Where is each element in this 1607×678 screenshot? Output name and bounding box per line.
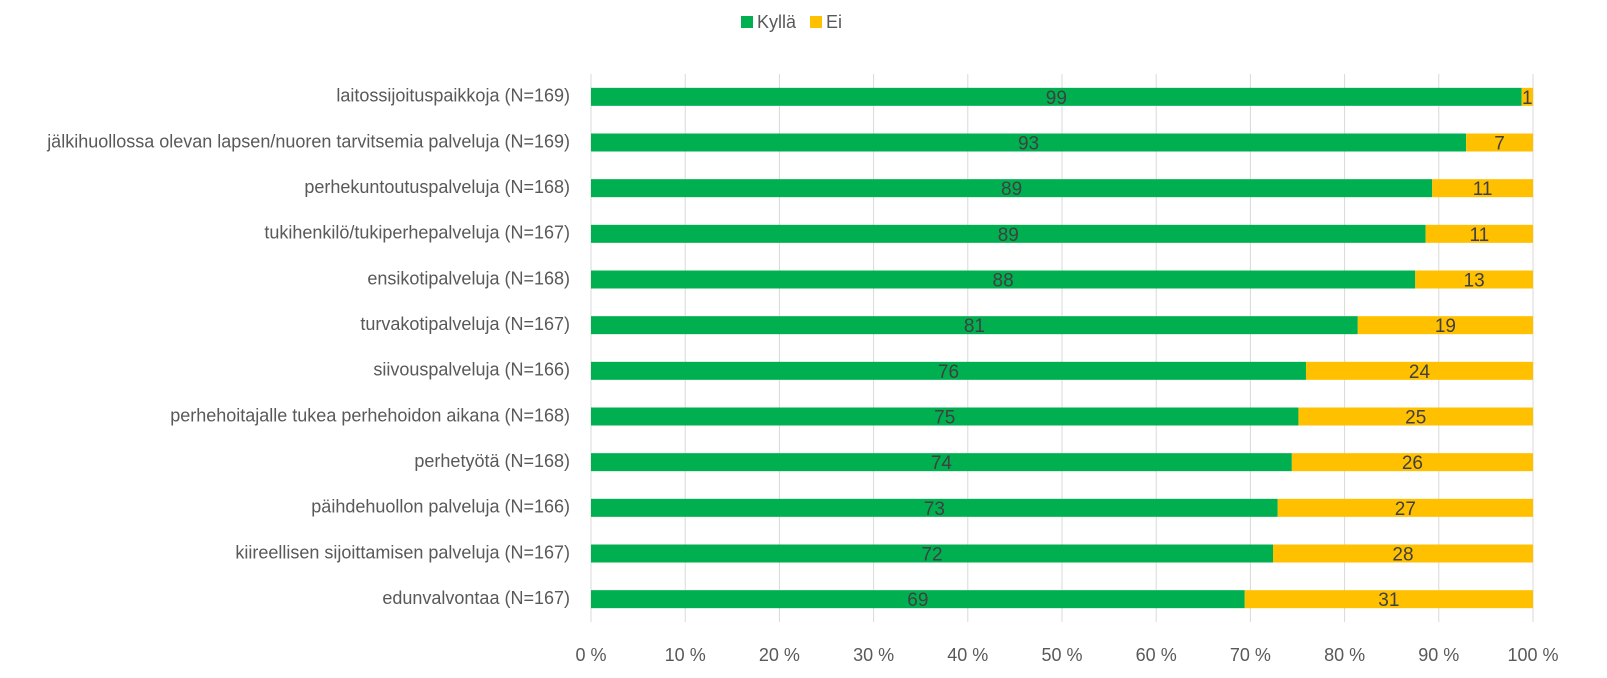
x-tick-label: 10 % (665, 645, 706, 665)
data-label: 93 (1018, 134, 1039, 155)
data-label: 88 (993, 271, 1014, 292)
x-tick-label: 30 % (853, 645, 894, 665)
bar-segment (591, 544, 1274, 563)
data-label: 13 (1464, 271, 1485, 292)
bar-segment (1244, 590, 1533, 609)
bar-segment (1291, 453, 1533, 472)
legend-label: Ei (826, 12, 842, 32)
data-label: 25 (1405, 408, 1426, 429)
data-label: 76 (938, 362, 959, 383)
data-label: 7 (1494, 134, 1505, 155)
bar-segment (591, 407, 1299, 426)
bar-segment (591, 179, 1433, 198)
data-label: 99 (1046, 88, 1067, 109)
data-label: 72 (921, 545, 942, 566)
x-tick-label: 0 % (575, 645, 606, 665)
data-label: 28 (1392, 545, 1413, 566)
x-tick-label: 90 % (1418, 645, 1459, 665)
bar-segment (591, 133, 1467, 152)
data-label: 81 (964, 316, 985, 337)
bar-segment (591, 361, 1306, 380)
y-tick-label: perhehoitajalle tukea perhehoidon aikana… (170, 405, 570, 425)
y-tick-label: päihdehuollon palveluja (N=166) (311, 497, 570, 517)
data-label: 11 (1473, 179, 1493, 200)
bar-segment (1425, 224, 1533, 243)
bar-segment (1357, 316, 1533, 335)
y-tick-label: kiireellisen sijoittamisen palveluja (N=… (235, 542, 570, 562)
y-tick-label: turvakotipalveluja (N=167) (360, 314, 570, 334)
bar-segment (591, 453, 1292, 472)
data-label: 26 (1402, 453, 1423, 474)
bar-segment (1273, 544, 1533, 563)
bar-segment (1305, 361, 1533, 380)
y-tick-label: perhetyötä (N=168) (414, 451, 570, 471)
data-label: 69 (907, 590, 928, 611)
data-label: 89 (998, 225, 1019, 246)
bar-segment (1277, 498, 1533, 517)
bar-segment (591, 590, 1245, 609)
bar-segment (591, 224, 1426, 243)
x-tick-label: 60 % (1136, 645, 1177, 665)
data-label: 31 (1378, 590, 1399, 611)
y-tick-label: tukihenkilö/tukiperhepalveluja (N=167) (264, 223, 570, 243)
bar-segment (591, 316, 1358, 335)
x-tick-label: 70 % (1230, 645, 1271, 665)
data-label: 24 (1409, 362, 1431, 383)
x-tick-label: 20 % (759, 645, 800, 665)
bar-segment (1415, 270, 1533, 289)
y-tick-label: ensikotipalveluja (N=168) (367, 268, 570, 288)
x-tick-label: 100 % (1507, 645, 1558, 665)
bar-segment (591, 270, 1416, 289)
data-label: 74 (931, 453, 953, 474)
bar-segment (1466, 133, 1533, 152)
y-tick-label: siivouspalveluja (N=166) (373, 360, 570, 380)
y-tick-label: edunvalvontaa (N=167) (382, 588, 570, 608)
data-label: 11 (1469, 225, 1489, 246)
x-tick-label: 50 % (1041, 645, 1082, 665)
legend-label: Kyllä (757, 12, 797, 32)
bar-segment (1432, 179, 1533, 198)
bar-segment (591, 498, 1278, 517)
y-tick-label: perhekuntoutuspalveluja (N=168) (304, 177, 570, 197)
y-tick-label: laitossijoituspaikkoja (N=169) (336, 86, 570, 106)
data-label: 75 (934, 408, 955, 429)
x-tick-label: 40 % (947, 645, 988, 665)
data-label: 27 (1395, 499, 1416, 520)
data-label: 19 (1435, 316, 1456, 337)
data-label: 1 (1522, 88, 1533, 109)
y-tick-label: jälkihuollossa olevan lapsen/nuoren tarv… (46, 131, 570, 151)
legend-swatch (741, 16, 753, 28)
bar-segment (591, 87, 1522, 106)
data-label: 89 (1001, 179, 1022, 200)
bar-segment (1521, 87, 1533, 106)
bar-segment (1298, 407, 1533, 426)
legend-swatch (810, 16, 823, 28)
x-tick-label: 80 % (1324, 645, 1365, 665)
data-label: 73 (924, 499, 945, 520)
